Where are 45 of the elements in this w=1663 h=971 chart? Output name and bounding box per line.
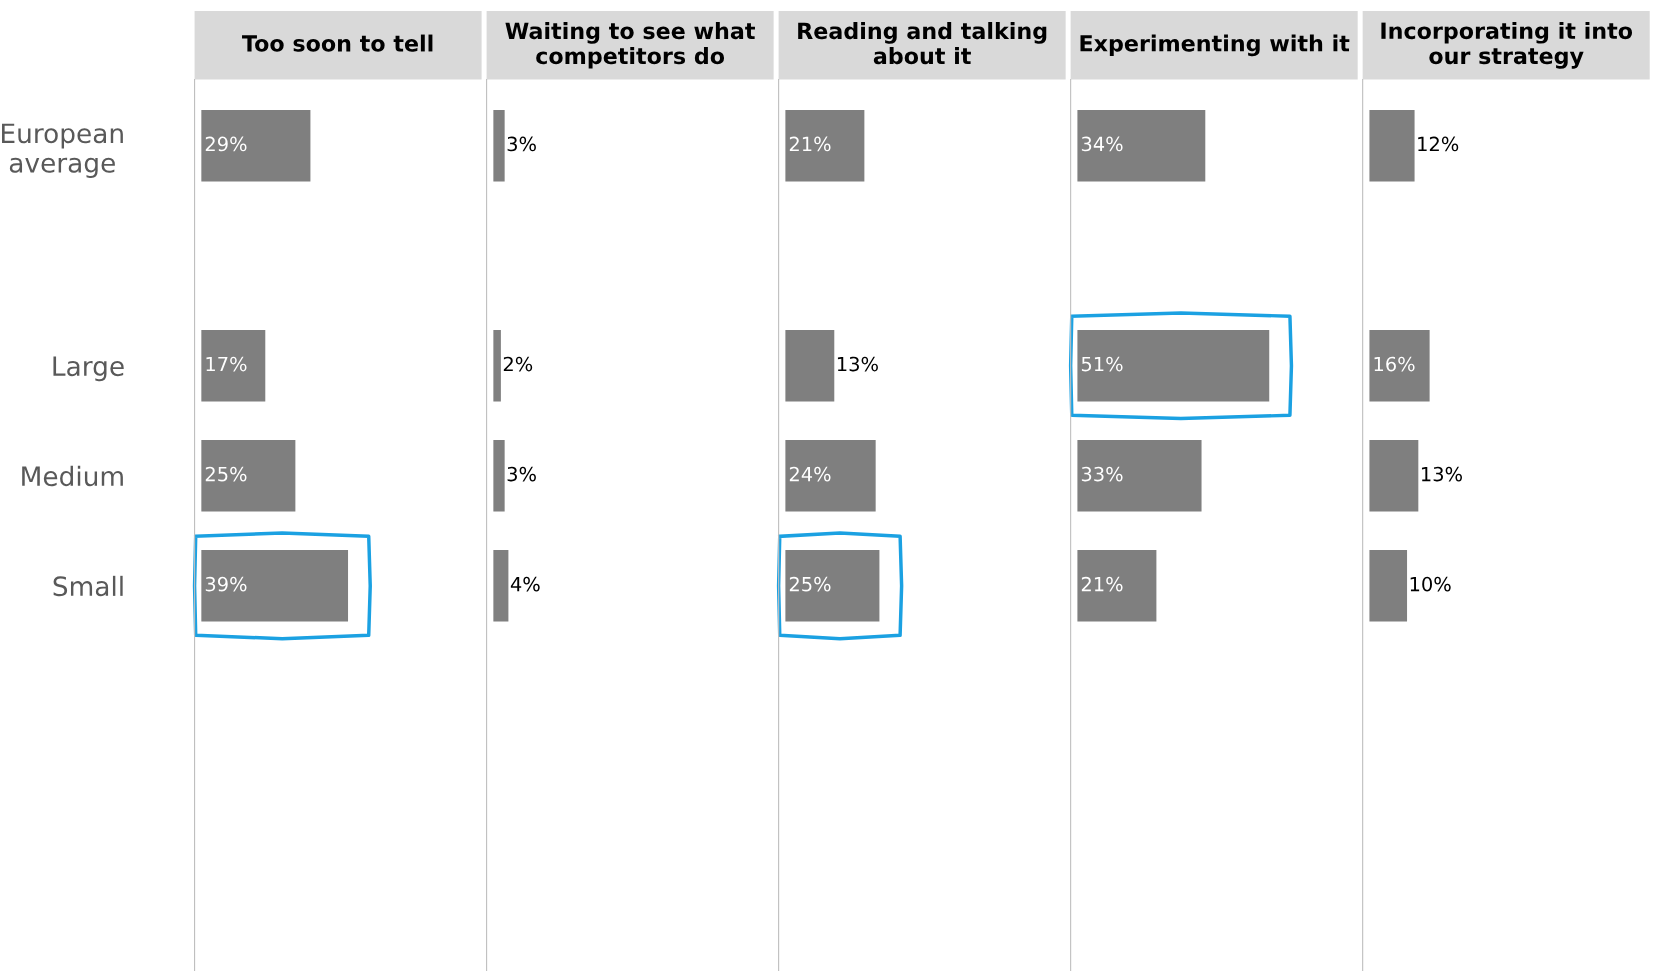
data-label: 21%	[789, 136, 831, 152]
bar	[1369, 550, 1408, 622]
y-tick-label: Large	[53, 356, 124, 382]
bar	[201, 329, 266, 402]
bar	[1369, 329, 1430, 402]
bar	[1077, 109, 1206, 182]
data-label: 12%	[1418, 136, 1459, 152]
y-tick-label: Medium	[22, 465, 123, 487]
bar	[785, 329, 835, 402]
data-label: 13%	[837, 356, 878, 372]
data-label: 25%	[205, 466, 247, 482]
data-label: 3%	[507, 136, 536, 152]
data-label: 10%	[1410, 576, 1451, 592]
text: Incorporating it into our strategy	[1381, 21, 1633, 69]
chart-title: Reading and talking about it	[798, 22, 1047, 65]
y-tick-label: European average	[2, 123, 123, 178]
bar	[201, 440, 296, 512]
bar	[1077, 440, 1202, 512]
data-label: 2%	[503, 356, 533, 372]
data-label: 17%	[206, 356, 247, 372]
chart-title: Too soon to tell	[242, 34, 433, 52]
bar	[201, 109, 311, 182]
bar	[785, 550, 880, 622]
bar	[1369, 109, 1415, 182]
data-label: 39%	[205, 576, 247, 592]
data-label: 3%	[507, 466, 536, 482]
text: Waiting to see what competitors do	[505, 22, 755, 69]
y-tick-label: Small	[53, 575, 123, 597]
bar	[785, 440, 876, 512]
bar	[1369, 440, 1419, 512]
bar	[785, 109, 865, 182]
data-label: 16%	[1374, 356, 1415, 372]
data-label: 13%	[1421, 466, 1462, 482]
chart-title: Experimenting with it	[1080, 34, 1350, 57]
data-label: 34%	[1081, 136, 1123, 152]
data-label: 51%	[1081, 356, 1123, 372]
data-label: 21%	[1081, 576, 1123, 592]
data-label: 25%	[789, 576, 831, 592]
data-label: 29%	[205, 136, 247, 152]
data-label: 33%	[1081, 466, 1123, 482]
bar	[1077, 550, 1157, 622]
data-label: 4%	[510, 576, 540, 592]
bar	[1077, 329, 1270, 402]
data-label: 24%	[789, 466, 831, 482]
bar	[201, 550, 349, 622]
